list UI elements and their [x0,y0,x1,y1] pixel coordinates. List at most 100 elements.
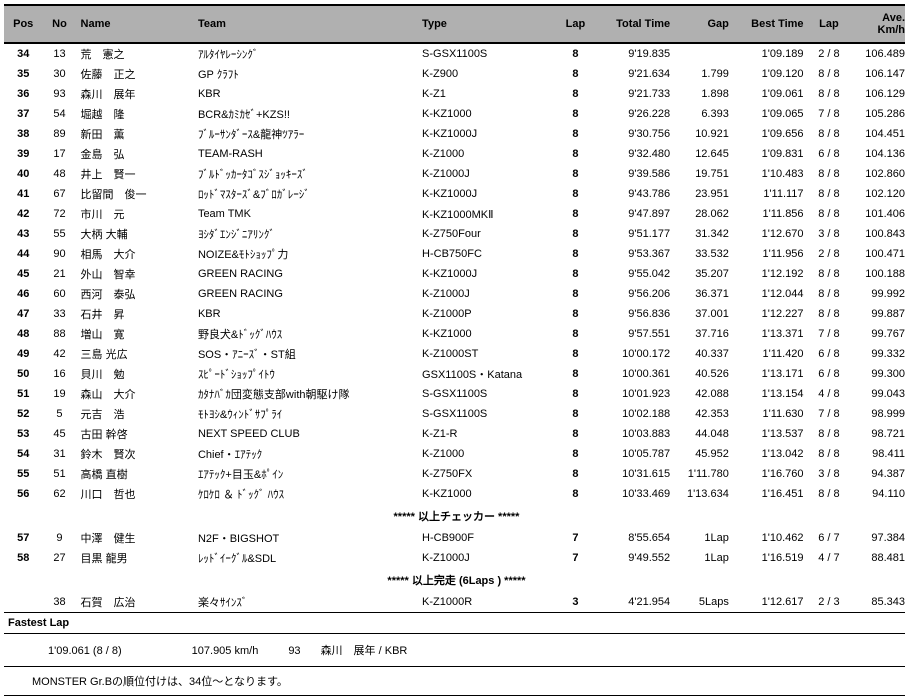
cell-type: S-GSX1100S [418,43,557,64]
result-row: 4272市川 元Team TMKK-KZ1000MKⅡ89'47.89728.0… [4,204,905,224]
cell-pos: 48 [4,324,42,344]
cell-gap: 35.207 [674,264,733,284]
fastest-lap-label: Fastest Lap [4,613,905,634]
cell-no: 42 [42,344,76,364]
cell-best: 1'09.656 [733,124,808,144]
cell-team: KBR [194,304,418,324]
cell-gap: 23.951 [674,184,733,204]
cell-best: 1'09.831 [733,144,808,164]
cell-name: 佐藤 正之 [77,64,194,84]
cell-gap: 1.799 [674,64,733,84]
cell-avg: 104.136 [850,144,905,164]
cell-no: 16 [42,364,76,384]
cell-name: 森川 展年 [77,84,194,104]
result-row: 579中澤 健生N2F・BIGSHOTH-CB900F78'55.6541Lap… [4,528,905,548]
cell-lap: 8 [557,144,594,164]
cell-pos: 43 [4,224,42,244]
result-row: 38石賀 広治楽々ｻｲﾝｽﾞK-Z1000R34'21.9545Laps1'12… [4,592,905,613]
col-pos: Pos [4,5,42,43]
cell-best: 1'09.065 [733,104,808,124]
cell-best: 1'16.519 [733,548,808,568]
cell-team: ﾚｯﾄﾞｲｰｸﾞﾙ&SDL [194,548,418,568]
cell-pos: 52 [4,404,42,424]
cell-type: K-Z1000R [418,592,557,613]
cell-type: K-KZ1000 [418,484,557,504]
cell-best: 1'10.483 [733,164,808,184]
cell-best: 1'13.537 [733,424,808,444]
cell-lap: 8 [557,224,594,244]
cell-name: 市川 元 [77,204,194,224]
cell-name: 元吉 浩 [77,404,194,424]
cell-avg: 99.043 [850,384,905,404]
fastest-lap-detail: 1'09.061 (8 / 8)107.905 km/h93森川 展年 / KB… [4,634,905,667]
cell-gap: 42.088 [674,384,733,404]
cell-pos: 56 [4,484,42,504]
cell-avg: 99.332 [850,344,905,364]
result-row: 3530佐藤 正之GP ｸﾗﾌﾄK-Z90089'21.6341.7991'09… [4,64,905,84]
cell-no: 19 [42,384,76,404]
cell-pos: 57 [4,528,42,548]
result-row: 3413荒 憲之ｱﾙﾀｲﾔﾚｰｼﾝｸﾞS-GSX1100S89'19.8351'… [4,43,905,64]
cell-type: K-Z750Four [418,224,557,244]
col-no: No [42,5,76,43]
cell-name: 比留間 俊一 [77,184,194,204]
result-row: 4048井上 賢一ﾌﾞﾙﾄﾞｯｶｰﾀｺﾞｽｼﾞｮｯｷｰｽﾞK-Z1000J89'… [4,164,905,184]
cell-team: GP ｸﾗﾌﾄ [194,64,418,84]
cell-total: 8'55.654 [594,528,674,548]
cell-team: SOS・ｱﾆｰｽﾞ・ST組 [194,344,418,364]
cell-lap: 8 [557,164,594,184]
note-text: MONSTER Gr.Bの順位付けは、34位～となります。 [4,667,905,696]
cell-avg: 94.387 [850,464,905,484]
col-gap: Gap [674,5,733,43]
cell-gap: 6.393 [674,104,733,124]
cell-type: K-Z1000J [418,164,557,184]
cell-pos: 42 [4,204,42,224]
cell-name: 古田 幹啓 [77,424,194,444]
cell-team: ｴｱﾃｯｸ+目玉&ﾎﾟｲﾝ [194,464,418,484]
cell-type: K-Z1000 [418,144,557,164]
cell-lap2: 4 / 7 [808,548,851,568]
result-row: 4660西河 泰弘GREEN RACINGK-Z1000J89'56.20636… [4,284,905,304]
cell-type: K-Z1000J [418,284,557,304]
cell-best: 1'10.462 [733,528,808,548]
cell-type: K-Z1-R [418,424,557,444]
cell-gap: 37.001 [674,304,733,324]
cell-lap2: 8 / 8 [808,484,851,504]
cell-no: 27 [42,548,76,568]
cell-lap: 8 [557,344,594,364]
result-row: 525元吉 浩ﾓﾄﾖｼ&ｳｨﾝﾄﾞｻﾌﾟﾗｲS-GSX1100S810'02.1… [4,404,905,424]
cell-pos: 36 [4,84,42,104]
cell-avg: 106.147 [850,64,905,84]
cell-total: 10'33.469 [594,484,674,504]
cell-no: 60 [42,284,76,304]
separator-text: ***** 以上完走 (6Laps ) ***** [4,568,905,592]
fl-no: 93 [288,645,300,657]
cell-type: K-KZ1000J [418,184,557,204]
cell-avg: 105.286 [850,104,905,124]
cell-type: H-CB750FC [418,244,557,264]
cell-pos: 47 [4,304,42,324]
cell-total: 10'05.787 [594,444,674,464]
cell-total: 9'56.836 [594,304,674,324]
cell-lap2: 7 / 8 [808,324,851,344]
cell-pos: 39 [4,144,42,164]
cell-lap: 8 [557,124,594,144]
cell-lap2: 8 / 8 [808,64,851,84]
cell-team: ﾛｯﾄﾞﾏｽﾀｰｽﾞ&ﾌﾞﾛｶﾞﾚｰｼﾞ [194,184,418,204]
cell-total: 9'51.177 [594,224,674,244]
cell-total: 9'19.835 [594,43,674,64]
cell-no: 67 [42,184,76,204]
cell-name: 石井 昇 [77,304,194,324]
cell-lap: 8 [557,43,594,64]
result-row: 4733石井 昇KBRK-Z1000P89'56.83637.0011'12.2… [4,304,905,324]
cell-name: 鈴木 賢次 [77,444,194,464]
cell-pos: 46 [4,284,42,304]
cell-pos: 51 [4,384,42,404]
cell-no: 38 [42,592,76,613]
cell-name: 三島 光広 [77,344,194,364]
cell-total: 9'26.228 [594,104,674,124]
cell-pos: 50 [4,364,42,384]
cell-name: 貝川 勉 [77,364,194,384]
cell-lap: 8 [557,464,594,484]
cell-lap2: 8 / 8 [808,424,851,444]
